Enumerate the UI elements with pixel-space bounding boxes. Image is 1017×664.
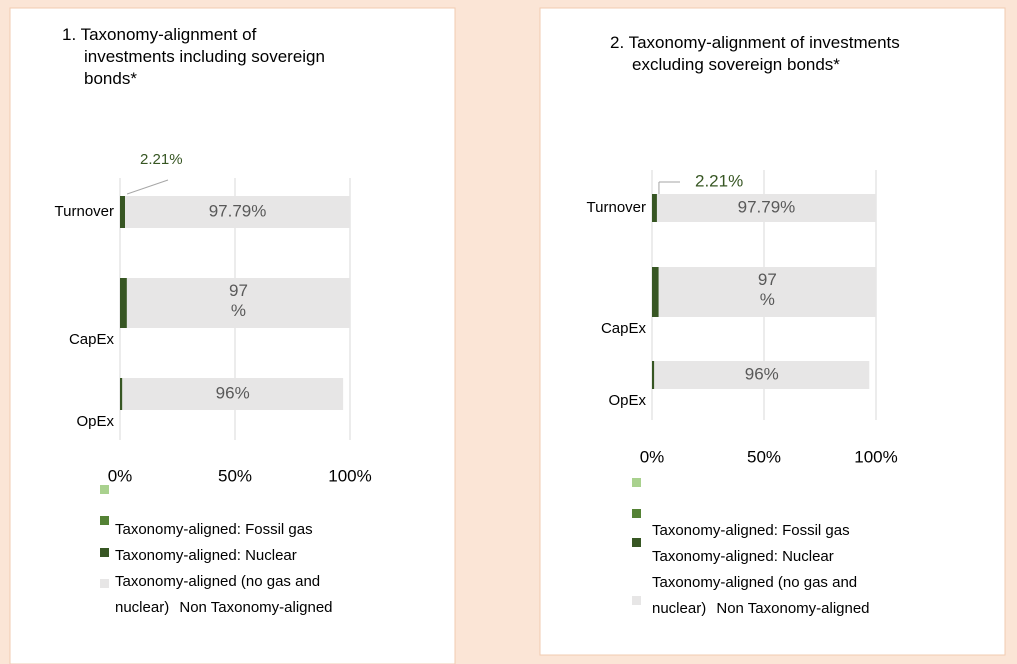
value-label: 2.21%	[695, 171, 743, 190]
value-label: 2.21%	[140, 151, 183, 168]
value-label: 97.79%	[738, 197, 796, 216]
x-tick-label: 50%	[747, 447, 781, 466]
legend-label: Taxonomy-aligned: Fossil gas	[115, 521, 313, 538]
category-label: CapEx	[69, 331, 115, 348]
leader-line	[126, 179, 169, 195]
category-label: OpEx	[608, 392, 646, 409]
value-label: 97%	[229, 281, 248, 320]
panel	[9, 7, 456, 664]
legend: Taxonomy-aligned: Fossil gas Taxonomy-al…	[115, 517, 355, 621]
x-tick-label: 100%	[854, 447, 897, 466]
legend-swatch	[100, 579, 109, 588]
value-label: 96%	[745, 364, 779, 383]
bar-segment	[120, 378, 123, 410]
legend-label: Taxonomy-aligned: Nuclear	[652, 548, 834, 565]
category-label: Turnover	[587, 199, 646, 216]
x-tick-label: 50%	[218, 466, 252, 485]
bar-segment	[125, 196, 350, 228]
legend: Taxonomy-aligned: Fossil gas Taxonomy-al…	[652, 518, 892, 622]
legend-swatch	[632, 596, 641, 605]
x-tick-label: 0%	[108, 466, 133, 485]
legend-swatch	[632, 538, 641, 547]
bar-segment	[126, 278, 351, 328]
legend-label: Taxonomy-aligned: Nuclear	[115, 547, 297, 564]
chart-title: 1. Taxonomy-alignment of investments inc…	[62, 25, 325, 88]
category-label: OpEx	[76, 413, 114, 430]
bar-segment	[122, 378, 344, 410]
legend-swatch	[100, 485, 109, 494]
value-label: 97%	[758, 270, 777, 309]
value-label: 97.79%	[209, 201, 267, 220]
bar-segment	[652, 361, 655, 389]
legend-swatch	[100, 516, 109, 525]
legend-swatch	[632, 478, 641, 487]
legend-swatch	[100, 548, 109, 557]
category-label: Turnover	[55, 203, 114, 220]
panel	[539, 7, 1006, 656]
bar-segment	[120, 196, 126, 228]
x-tick-label: 0%	[640, 447, 665, 466]
bar-segment	[120, 278, 127, 328]
legend-label: Non Taxonomy-aligned	[179, 599, 333, 616]
bar-segment	[654, 361, 870, 389]
category-label: CapEx	[601, 320, 647, 337]
bar-segment	[656, 194, 876, 222]
chart-title: 2. Taxonomy-alignment of investments exc…	[610, 33, 900, 74]
value-label: 96%	[216, 383, 250, 402]
bar-segment	[652, 267, 659, 317]
legend-label: Taxonomy-aligned: Fossil gas	[652, 522, 850, 539]
bar-segment	[652, 194, 657, 222]
legend-label: Taxonomy-aligned (no gas and nuclear)	[652, 574, 858, 617]
legend-swatch	[632, 509, 641, 518]
legend-label: Non Taxonomy-aligned	[716, 600, 870, 617]
legend-label: Taxonomy-aligned (no gas and nuclear)	[115, 573, 321, 616]
x-tick-label: 100%	[328, 466, 371, 485]
bar-segment	[658, 267, 876, 317]
